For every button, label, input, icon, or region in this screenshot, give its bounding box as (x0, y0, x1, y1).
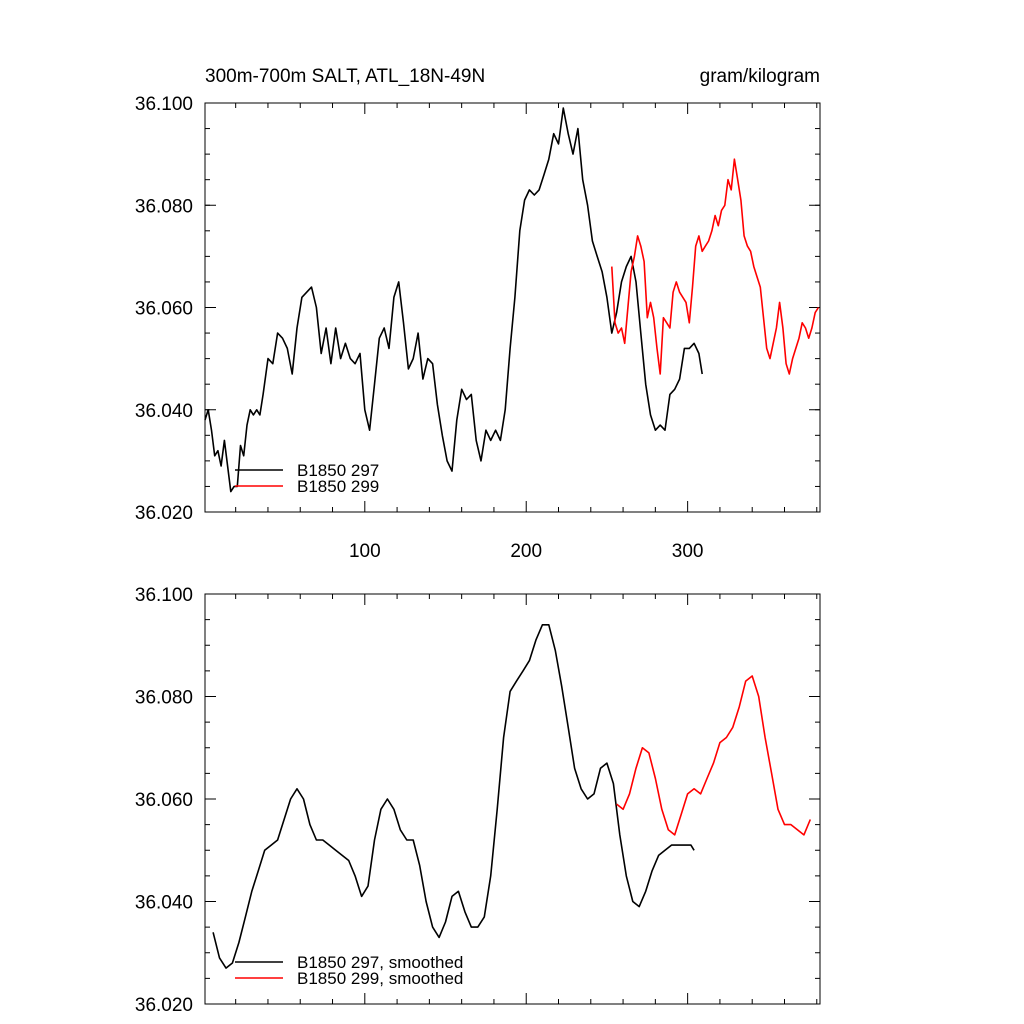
y-tick-label: 36.020 (135, 995, 193, 1016)
plot-frame (204, 593, 821, 1005)
series-line-297 (212, 623, 695, 969)
units-label: gram/kilogram (700, 66, 820, 87)
x-tick-label: 300 (672, 541, 704, 562)
y-tick-label: 36.080 (135, 688, 193, 709)
panel-smoothed: 36.020 36.040 36.060 36.080 36.100 B1850 297… (135, 585, 821, 1016)
y-tick-label: 36.040 (135, 893, 193, 914)
ticks-group: 36.020 36.040 36.060 36.080 36.100 100 200 300 (135, 94, 820, 562)
plot-frame (204, 102, 821, 513)
legend-label: B1850 297 (297, 461, 379, 480)
series-line-299 (611, 158, 820, 375)
x-tick-label: 200 (510, 541, 542, 562)
series-line-297 (204, 107, 703, 493)
y-tick-label: 36.080 (135, 196, 193, 217)
legend-label: B1850 299, smoothed (297, 969, 463, 988)
y-tick-label: 36.040 (135, 401, 193, 422)
chart-title: 300m-700m SALT, ATL_18N-49N (205, 66, 485, 87)
legend-label: B1850 297, smoothed (297, 953, 463, 972)
x-tick-label: 100 (349, 541, 381, 562)
y-tick-label: 36.020 (135, 503, 193, 524)
ticks-group: 36.020 36.040 36.060 36.080 36.100 (135, 585, 820, 1016)
legend-label: B1850 299 (297, 477, 379, 496)
y-tick-label: 36.100 (135, 94, 193, 115)
y-tick-label: 36.060 (135, 790, 193, 811)
y-tick-label: 36.100 (135, 585, 193, 606)
series-group (204, 107, 820, 493)
panel-raw: 300m-700m SALT, ATL_18N-49N gram/kilogra… (135, 66, 821, 562)
y-tick-label: 36.060 (135, 299, 193, 320)
series-group (212, 623, 812, 969)
series-line-299 (616, 675, 812, 836)
